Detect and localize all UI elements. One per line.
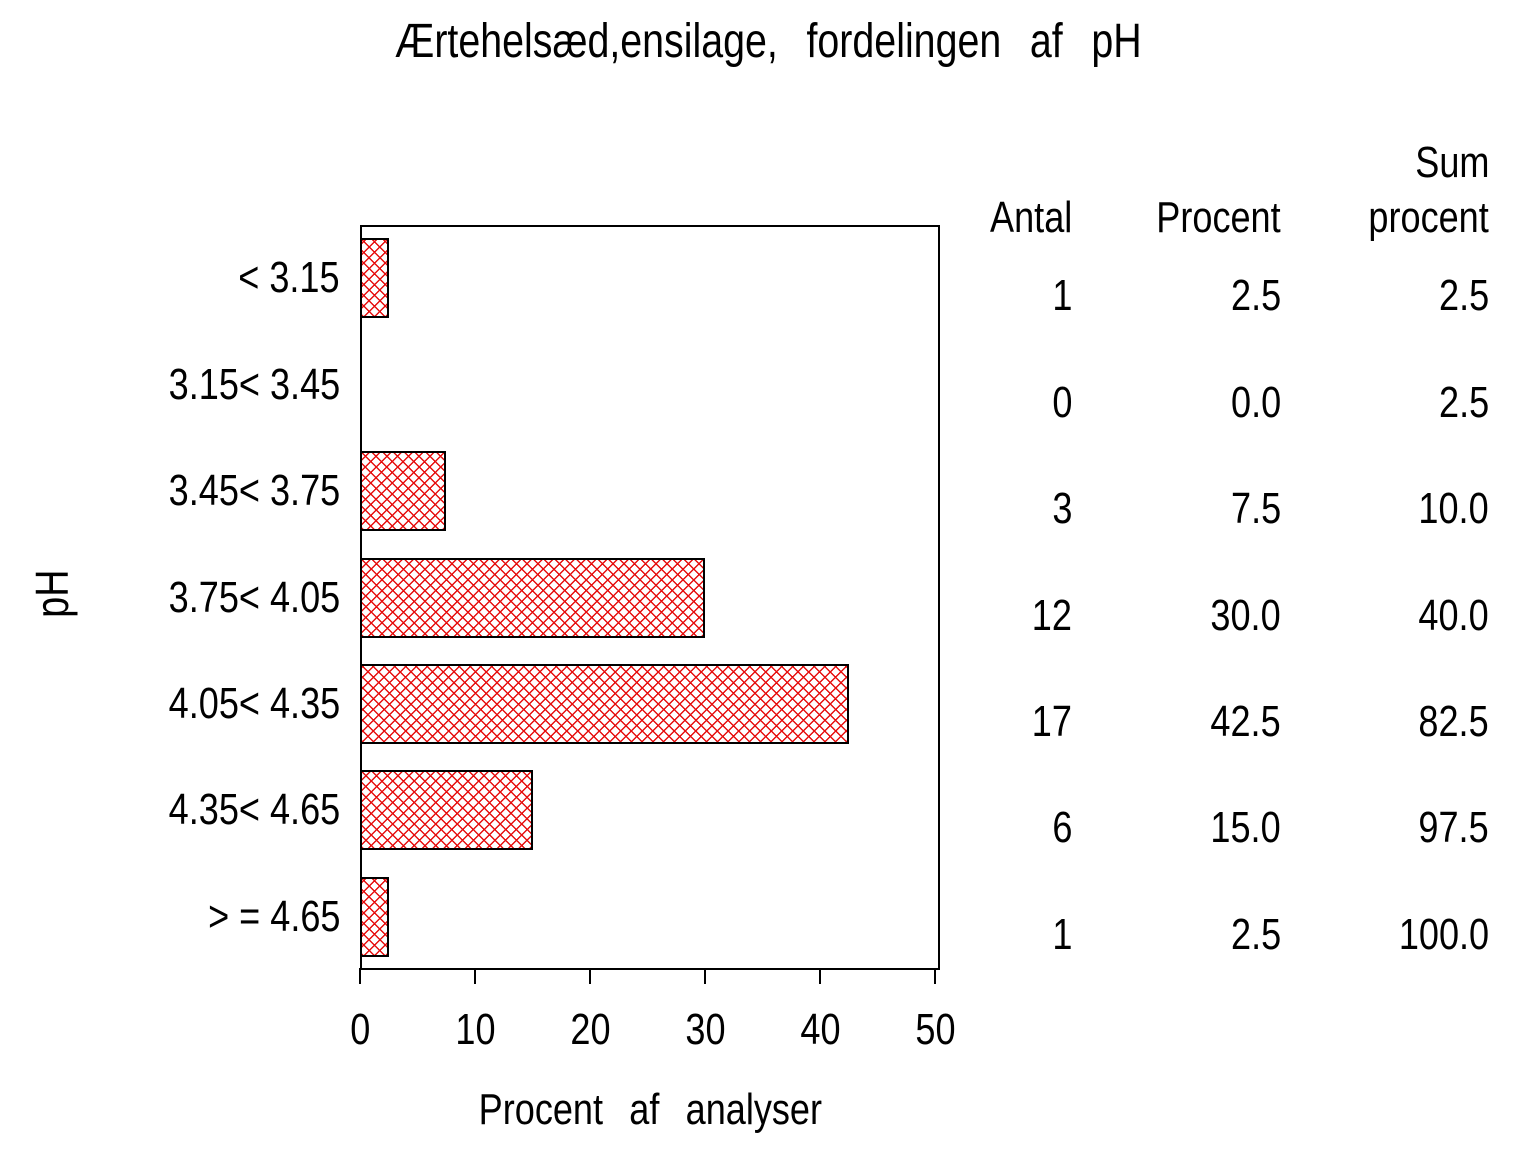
x-tick-mark bbox=[474, 968, 476, 984]
table-cell-procent-text: 0.0 bbox=[1230, 377, 1281, 427]
table-cell-procent-text: 30.0 bbox=[1210, 590, 1281, 640]
category-label-text: 3.45< 3.75 bbox=[168, 466, 340, 516]
category-label: 3.15< 3.45 bbox=[0, 359, 340, 411]
category-label: 4.35< 4.65 bbox=[0, 784, 340, 836]
table-header-antal: Antal bbox=[989, 193, 1072, 242]
table-cell-procent: 30.0 bbox=[1021, 590, 1281, 642]
table-cell-antal-text: 6 bbox=[1051, 803, 1072, 853]
category-label-text: < 3.15 bbox=[238, 253, 340, 303]
table-cell-procent: 0.0 bbox=[1021, 377, 1281, 429]
category-label: 4.05< 4.35 bbox=[0, 678, 340, 730]
table-cell-antal-text: 17 bbox=[1031, 696, 1072, 746]
table-cell-procent: 2.5 bbox=[1021, 909, 1281, 961]
table-cell-antal: 1 bbox=[812, 270, 1072, 322]
x-tick-label: 20 bbox=[510, 1004, 670, 1056]
table-cell-sum-procent: 2.5 bbox=[1229, 377, 1489, 429]
category-label-text: 4.05< 4.35 bbox=[168, 678, 340, 728]
x-tick-label-text: 30 bbox=[684, 1005, 726, 1054]
category-label: > = 4.65 bbox=[0, 891, 340, 943]
x-tick-label-text: 0 bbox=[349, 1005, 371, 1054]
table-cell-procent: 7.5 bbox=[1021, 483, 1281, 535]
table-cell-sum-procent: 100.0 bbox=[1229, 909, 1489, 961]
table-cell-sum-procent-text: 97.5 bbox=[1418, 803, 1489, 853]
x-tick-mark bbox=[819, 968, 821, 984]
table-header-sum-line1: Sum bbox=[1414, 138, 1489, 187]
category-label-text: 3.75< 4.05 bbox=[168, 572, 340, 622]
chart-title: Ærtehelsæd,ensilage, fordelingen af pH bbox=[0, 14, 1536, 70]
table-cell-sum-procent-text: 82.5 bbox=[1418, 696, 1489, 746]
x-tick-label-text: 20 bbox=[569, 1005, 611, 1054]
table-cell-sum-procent-text: 10.0 bbox=[1418, 484, 1489, 534]
bar bbox=[360, 663, 849, 744]
table-cell-antal-text: 12 bbox=[1031, 590, 1072, 640]
table-cell-antal: 0 bbox=[812, 377, 1072, 429]
x-axis-label: Procent af analyser bbox=[360, 1084, 940, 1136]
category-label: 3.45< 3.75 bbox=[0, 465, 340, 517]
table-cell-procent-text: 15.0 bbox=[1210, 803, 1281, 853]
table-cell-antal-text: 0 bbox=[1051, 377, 1072, 427]
bar bbox=[360, 770, 533, 851]
table-cell-procent-text: 42.5 bbox=[1210, 696, 1281, 746]
x-tick-mark bbox=[704, 968, 706, 984]
category-label-text: 4.35< 4.65 bbox=[168, 785, 340, 835]
table-cell-procent: 42.5 bbox=[1021, 696, 1281, 748]
x-tick-label: 10 bbox=[395, 1004, 555, 1056]
x-tick-label-text: 10 bbox=[454, 1005, 496, 1054]
x-tick-label: 30 bbox=[625, 1004, 785, 1056]
table-cell-procent: 2.5 bbox=[1021, 270, 1281, 322]
table-cell-sum-procent: 82.5 bbox=[1229, 696, 1489, 748]
table-cell-sum-procent-text: 2.5 bbox=[1438, 271, 1489, 321]
table-cell-procent-text: 7.5 bbox=[1230, 484, 1281, 534]
category-label-text: > = 4.65 bbox=[207, 891, 340, 941]
table-cell-sum-procent-text: 100.0 bbox=[1398, 909, 1489, 959]
table-cell-sum-procent-text: 2.5 bbox=[1438, 377, 1489, 427]
table-cell-antal: 6 bbox=[812, 802, 1072, 854]
table-cell-antal-text: 1 bbox=[1051, 909, 1072, 959]
bar bbox=[360, 876, 389, 957]
table-cell-sum-procent: 97.5 bbox=[1229, 802, 1489, 854]
table-cell-procent-text: 2.5 bbox=[1230, 909, 1281, 959]
x-tick-mark bbox=[934, 968, 936, 984]
x-tick-label: 50 bbox=[855, 1004, 1015, 1056]
table-cell-sum-procent: 2.5 bbox=[1229, 270, 1489, 322]
category-label: 3.75< 4.05 bbox=[0, 572, 340, 624]
x-tick-mark bbox=[589, 968, 591, 984]
table-cell-antal: 17 bbox=[812, 696, 1072, 748]
x-tick-label-text: 50 bbox=[914, 1005, 956, 1054]
table-cell-procent: 15.0 bbox=[1021, 802, 1281, 854]
x-tick-label: 0 bbox=[280, 1004, 440, 1056]
table-header-procent: Procent bbox=[1156, 193, 1281, 242]
bar bbox=[360, 451, 446, 532]
table-cell-sum-procent-text: 40.0 bbox=[1418, 590, 1489, 640]
chart-title-text: Ærtehelsæd,ensilage, fordelingen af pH bbox=[394, 15, 1142, 68]
category-label-text: 3.15< 3.45 bbox=[168, 359, 340, 409]
table-cell-sum-procent: 40.0 bbox=[1229, 590, 1489, 642]
x-tick-label: 40 bbox=[740, 1004, 900, 1056]
table-cell-antal: 3 bbox=[812, 483, 1072, 535]
bar bbox=[360, 557, 705, 638]
table-cell-antal-text: 3 bbox=[1051, 484, 1072, 534]
bar bbox=[360, 238, 389, 319]
category-label: < 3.15 bbox=[0, 252, 340, 304]
x-tick-label-text: 40 bbox=[799, 1005, 841, 1054]
table-cell-sum-procent: 10.0 bbox=[1229, 483, 1489, 535]
x-tick-mark bbox=[359, 968, 361, 984]
table-header-sum-line2: procent bbox=[1368, 193, 1489, 242]
table-cell-antal: 1 bbox=[812, 909, 1072, 961]
table-cell-procent-text: 2.5 bbox=[1230, 271, 1281, 321]
x-axis-label-text: Procent af analyser bbox=[478, 1085, 822, 1134]
table-cell-antal: 12 bbox=[812, 590, 1072, 642]
table-cell-antal-text: 1 bbox=[1051, 271, 1072, 321]
